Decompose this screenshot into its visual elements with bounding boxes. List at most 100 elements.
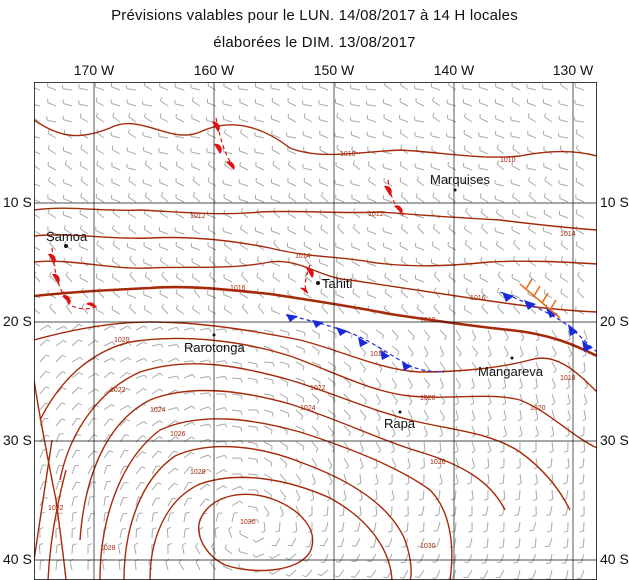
wind-barb — [191, 214, 201, 219]
wind-barb — [223, 277, 233, 283]
wind-barb-flag — [544, 176, 547, 181]
wind-barb — [239, 101, 249, 107]
wind-barb — [319, 149, 329, 155]
wind-barb-flag — [580, 450, 585, 454]
wind-barb — [71, 418, 78, 427]
wind-barb-flag — [256, 443, 258, 448]
wind-barb — [423, 441, 426, 451]
wind-barb-flag — [174, 467, 179, 471]
wind-barb — [487, 393, 492, 403]
wind-barb — [295, 345, 305, 350]
wind-barb — [529, 195, 537, 203]
wind-barb-flag — [292, 530, 297, 534]
wind-barb-flag — [464, 112, 466, 118]
wind-barb — [127, 150, 137, 155]
wind-barb-flag — [301, 84, 304, 89]
wind-barb — [279, 457, 288, 465]
wind-barb — [129, 307, 137, 315]
wind-barb — [423, 393, 429, 403]
wind-barb-flag — [256, 489, 259, 494]
wind-barb — [565, 489, 569, 499]
wind-barb — [327, 361, 336, 368]
wind-barb-flag — [93, 450, 98, 453]
wind-barb — [359, 409, 367, 418]
wind-barb — [319, 182, 329, 187]
wind-barb — [167, 482, 175, 491]
wind-barb-flag — [366, 334, 369, 339]
wind-barb — [95, 230, 105, 235]
wind-barb-flag — [544, 256, 547, 261]
wind-barb — [71, 356, 80, 363]
wind-barb — [207, 294, 217, 299]
wind-barb — [167, 497, 173, 507]
wind-barb — [431, 183, 441, 187]
wind-barb — [39, 560, 41, 571]
wind-barb-flag — [175, 420, 179, 424]
wind-barb — [321, 306, 329, 315]
wind-barb-flag — [416, 176, 419, 181]
wind-barb — [401, 291, 409, 299]
wind-barb — [567, 393, 571, 403]
wind-barb-flag — [562, 482, 568, 485]
wind-barb — [487, 473, 490, 483]
wind-barb — [351, 104, 361, 107]
wind-barb-flag — [254, 115, 256, 120]
wind-barb-flag — [256, 409, 259, 414]
wind-barb — [175, 292, 185, 299]
wind-barb-flag — [61, 402, 66, 405]
wind-barb-flag — [45, 386, 50, 389]
wind-barb-flag — [73, 496, 78, 498]
wind-barb-flag — [270, 462, 273, 467]
wind-barb — [223, 197, 233, 203]
wind-barb-flag — [534, 434, 539, 438]
wind-barb — [128, 116, 137, 123]
isobar-value-label: 1026 — [430, 459, 446, 466]
wind-barb-flag — [175, 161, 178, 166]
wind-barb — [560, 228, 569, 235]
wind-barb — [71, 323, 80, 331]
wind-barb — [95, 101, 105, 107]
wind-barb-flag — [157, 482, 162, 485]
wind-barb-flag — [266, 513, 270, 517]
wind-barb-flag — [565, 386, 570, 390]
wind-barb-flag — [560, 304, 564, 309]
wind-barb-flag — [45, 370, 50, 374]
wind-barb-flag — [465, 287, 469, 292]
wind-barb-flag — [566, 418, 571, 422]
wind-barb — [339, 553, 345, 563]
latitude-label-20s-right: 20 S — [600, 313, 629, 329]
wind-barb-flag — [360, 449, 364, 454]
wind-barb — [287, 246, 297, 251]
wind-barb-flag — [191, 436, 195, 440]
wind-barb-flag — [560, 240, 563, 245]
wind-barb-flag — [489, 369, 493, 374]
wind-barb — [370, 553, 377, 562]
wind-barb — [71, 497, 75, 507]
wind-barb-flag — [208, 256, 212, 261]
wind-barb — [271, 310, 281, 315]
wind-barb — [415, 135, 425, 139]
wind-barb-flag — [240, 378, 243, 383]
wind-barb-flag — [237, 84, 240, 90]
wind-barb — [167, 389, 177, 395]
wind-barb-flag — [65, 271, 69, 276]
wind-barb — [111, 198, 121, 203]
wind-barb-flag — [223, 469, 228, 473]
wind-barb — [320, 569, 329, 577]
wind-barb — [480, 244, 489, 251]
wind-barb — [79, 246, 89, 251]
wind-barb-flag — [467, 482, 472, 485]
wind-barb — [439, 361, 446, 370]
wind-barb-flag — [174, 99, 176, 104]
wind-barb — [263, 361, 274, 364]
wind-barb — [423, 345, 429, 355]
wind-barb — [368, 180, 377, 187]
wind-barb — [63, 214, 73, 219]
wind-barb-flag — [271, 145, 274, 150]
wind-barb — [415, 88, 425, 91]
wind-barb — [195, 561, 201, 571]
wind-barb — [224, 132, 233, 139]
wind-barb — [486, 537, 489, 548]
wind-barb — [384, 276, 393, 283]
wind-barb-flag — [125, 418, 130, 422]
